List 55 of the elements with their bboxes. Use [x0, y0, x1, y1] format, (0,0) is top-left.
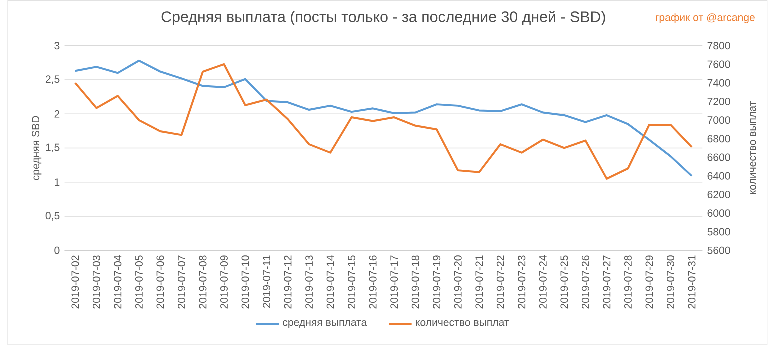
y-tick-label: 3 [54, 42, 60, 50]
y-axis-title: средняя SBD [32, 116, 42, 180]
x-tick-label: 2019-07-02 [72, 256, 80, 309]
text: график от @arcange [656, 14, 755, 24]
chart-title: Средняя выплата (посты только - за последние 30 дней - SBD) [162, 11, 606, 26]
y2-tick-label: 6200 [708, 191, 730, 199]
legend-label: количество выплат [416, 320, 510, 326]
y2-tick-label: 5600 [708, 247, 730, 254]
x-tick-label: 2019-07-25 [560, 256, 568, 309]
x-tick-label: 2019-07-07 [178, 256, 186, 309]
legend-label: средняя выплата [283, 320, 368, 328]
x-tick-label: 2019-07-05 [135, 256, 143, 309]
x-tick-label: 2019-07-08 [199, 256, 207, 309]
y2-tick-label: 6000 [708, 210, 730, 218]
y2-tick-label: 6800 [708, 135, 730, 143]
y2-axis-title: количество выплат [750, 102, 756, 195]
x-tick-label: 2019-07-26 [582, 256, 590, 309]
x-tick-label: 2019-07-31 [688, 256, 696, 309]
y2-tick-label: 6600 [708, 154, 730, 162]
x-tick-label: 2019-07-21 [476, 256, 484, 309]
x-tick-label: 2019-07-30 [667, 256, 674, 309]
x-tick-label: 2019-07-17 [390, 256, 398, 309]
y-tick-label: 0,5 [46, 212, 60, 221]
y2-tick-label: 7600 [708, 60, 730, 68]
y-tick-label: 2 [54, 110, 60, 118]
x-tick-label: 2019-07-18 [412, 256, 420, 309]
x-tick-label: 2019-07-04 [114, 256, 122, 309]
y2-tick-label: 7000 [708, 116, 730, 124]
y2-tick-label: 6400 [708, 172, 730, 180]
x-tick-label: 2019-07-29 [646, 256, 654, 309]
x-tick-label: 2019-07-10 [242, 256, 250, 309]
y2-tick-label: 5800 [708, 228, 730, 236]
x-tick-label: 2019-07-22 [496, 256, 504, 309]
x-tick-label: 2019-07-12 [284, 256, 292, 309]
x-tick-label: 2019-07-24 [539, 256, 547, 309]
x-tick-label: 2019-07-03 [92, 256, 100, 309]
y-tick-label: 1 [55, 178, 60, 186]
x-tick-label: 2019-07-23 [518, 256, 526, 309]
x-tick-label: 2019-07-16 [369, 256, 377, 309]
x-tick-label: 2019-07-14 [326, 256, 334, 309]
x-tick-label: 2019-07-15 [348, 256, 356, 309]
x-tick-label: 2019-07-27 [603, 256, 611, 309]
y-tick-label: 0 [54, 247, 60, 254]
y-tick-label: 2,5 [46, 76, 60, 85]
x-tick-label: 2019-07-13 [306, 256, 314, 309]
y2-tick-label: 7800 [708, 42, 730, 50]
x-tick-label: 2019-07-20 [454, 256, 462, 309]
x-tick-label: 2019-07-09 [220, 256, 228, 309]
x-tick-label: 2019-07-28 [624, 256, 632, 309]
y2-tick-label: 7200 [708, 98, 730, 106]
x-tick-label: 2019-07-11 [263, 256, 271, 308]
y-tick-label: 1,5 [46, 144, 60, 153]
x-tick-label: 2019-07-06 [156, 256, 164, 309]
y2-tick-label: 7400 [708, 80, 730, 88]
x-tick-label: 2019-07-19 [433, 256, 441, 309]
